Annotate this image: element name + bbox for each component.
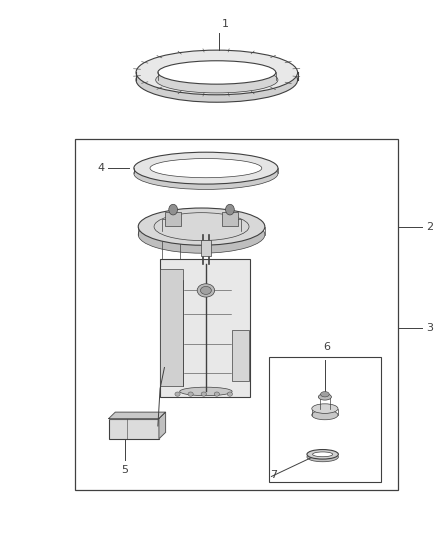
Text: 4: 4 xyxy=(98,163,105,173)
Text: 7: 7 xyxy=(271,470,278,480)
Text: 6: 6 xyxy=(324,342,331,352)
Text: 3: 3 xyxy=(426,322,433,333)
Ellipse shape xyxy=(227,392,233,396)
Ellipse shape xyxy=(138,216,265,253)
Ellipse shape xyxy=(312,404,338,414)
Ellipse shape xyxy=(307,452,339,462)
Circle shape xyxy=(226,204,234,215)
Ellipse shape xyxy=(155,67,278,93)
Ellipse shape xyxy=(134,158,278,189)
Ellipse shape xyxy=(138,208,265,245)
Ellipse shape xyxy=(214,392,219,396)
Ellipse shape xyxy=(150,159,262,177)
Bar xyxy=(75,139,398,490)
Ellipse shape xyxy=(188,392,193,396)
Ellipse shape xyxy=(136,50,297,95)
Ellipse shape xyxy=(313,452,333,457)
Ellipse shape xyxy=(136,58,297,102)
Bar xyxy=(160,259,250,397)
Ellipse shape xyxy=(134,152,278,184)
Ellipse shape xyxy=(312,410,338,420)
Bar xyxy=(222,212,238,225)
Bar xyxy=(201,240,211,256)
Polygon shape xyxy=(159,412,166,439)
Bar xyxy=(165,212,181,225)
Ellipse shape xyxy=(158,61,276,84)
Polygon shape xyxy=(109,412,166,418)
Ellipse shape xyxy=(201,392,206,396)
Circle shape xyxy=(169,204,177,215)
Bar xyxy=(269,357,381,482)
Ellipse shape xyxy=(197,284,215,297)
Text: 2: 2 xyxy=(426,222,434,232)
Bar xyxy=(232,330,249,381)
Ellipse shape xyxy=(307,449,339,459)
Ellipse shape xyxy=(321,392,329,397)
Text: 5: 5 xyxy=(122,465,129,475)
Bar xyxy=(109,418,159,439)
Bar xyxy=(160,269,183,386)
Ellipse shape xyxy=(201,286,212,294)
Ellipse shape xyxy=(180,387,232,395)
Ellipse shape xyxy=(318,394,332,400)
Text: 1: 1 xyxy=(222,19,229,29)
Ellipse shape xyxy=(175,392,180,396)
